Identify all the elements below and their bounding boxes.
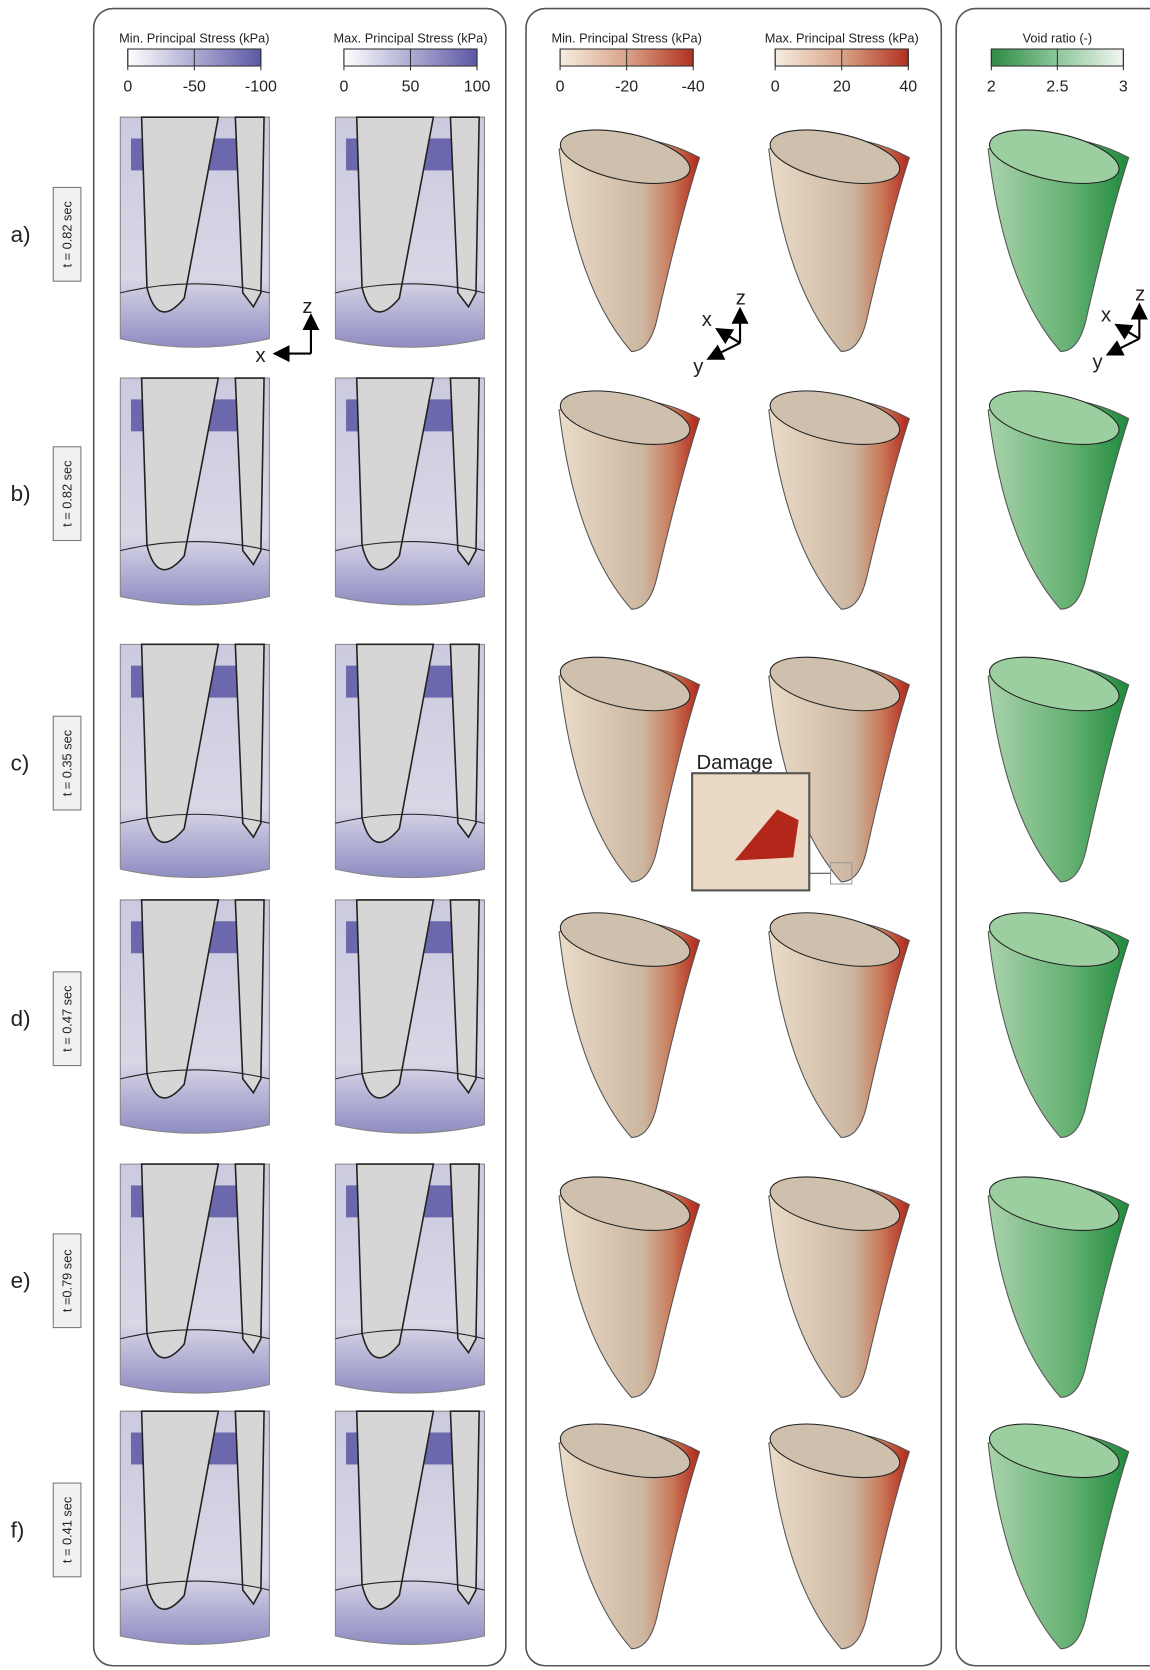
inset-label: Damage [697, 752, 773, 774]
row-label: c) [11, 751, 30, 776]
colorbar-tick-label: 2.5 [1046, 79, 1068, 96]
figure: Damage Min. Principal Stress (kPa) 0 -50 -1… [0, 0, 1150, 1670]
row-label: d) [11, 1006, 31, 1031]
axis-arrow [1110, 339, 1140, 354]
colorbar-tick-label: 2 [987, 79, 996, 96]
colorbar-tick-label: 0 [771, 79, 780, 96]
colorbar-tick-label: 0 [556, 79, 565, 96]
colorbar-title: Void ratio (-) [1023, 31, 1093, 46]
colorbar-title: Min. Principal Stress (kPa) [551, 31, 701, 46]
colorbar-tick-label: -20 [615, 79, 638, 96]
page: {"panels":[ {"colorbars":[{"title":"Min.… [0, 0, 1150, 1670]
colorbar-tick-label: 100 [464, 79, 491, 96]
colorbar-tick-label: 3 [1119, 79, 1128, 96]
time-label: t = 0.82 sec [59, 460, 74, 527]
axis-arrow [719, 330, 740, 343]
axis-label: x [256, 345, 266, 367]
axis-label: y [693, 356, 704, 378]
time-label: t = 0.41 sec [59, 1496, 74, 1563]
axis-label: x [702, 309, 712, 331]
colorbar-title: Max. Principal Stress (kPa) [765, 31, 919, 46]
row-label: e) [11, 1268, 31, 1293]
colorbar-tick-label: -100 [245, 79, 277, 96]
axis-label: x [1101, 305, 1111, 327]
time-label: t = 0.82 sec [59, 201, 74, 268]
axis-label: z [1135, 283, 1145, 305]
colorbar-title: Min. Principal Stress (kPa) [119, 31, 269, 46]
colorbar-tick-label: 0 [339, 79, 348, 96]
colorbar-tick-label: -40 [682, 79, 705, 96]
colorbar-tick-label: 50 [402, 79, 420, 96]
axis-arrow [710, 343, 740, 358]
axis-arrow [1118, 326, 1139, 339]
time-label: t =0.79 sec [59, 1249, 74, 1312]
colorbar-tick-label: -50 [183, 79, 206, 96]
row-label: a) [11, 222, 31, 247]
axis-label: z [736, 288, 746, 310]
colorbar-tick-label: 40 [899, 79, 917, 96]
colorbar-tick-label: 0 [123, 79, 132, 96]
time-label: t = 0.35 sec [59, 729, 74, 796]
row-label: f) [11, 1517, 25, 1542]
time-label: t = 0.47 sec [59, 985, 74, 1052]
colorbar-tick-label: 20 [833, 79, 851, 96]
colorbar-title: Max. Principal Stress (kPa) [334, 31, 488, 46]
row-label: b) [11, 481, 31, 506]
axis-label: y [1093, 352, 1104, 374]
axis-label: z [302, 296, 312, 318]
